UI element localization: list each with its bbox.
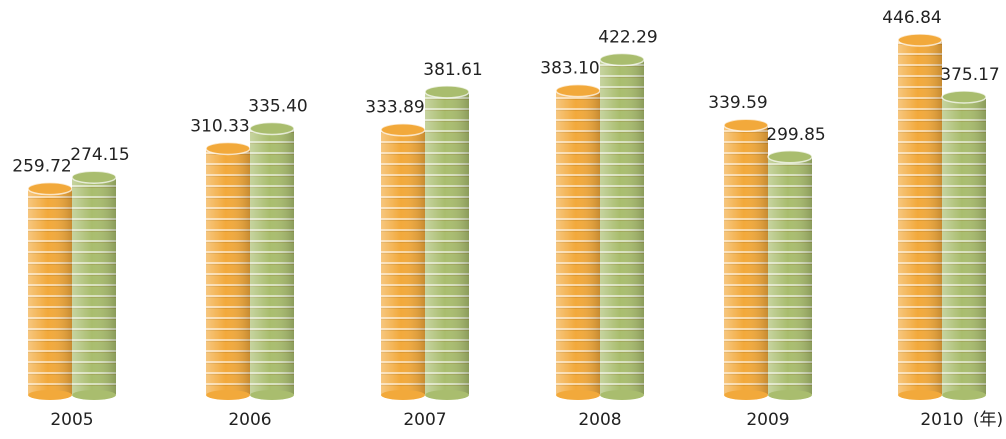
coin-shade <box>381 129 425 395</box>
coin-bottom <box>381 390 425 400</box>
coin-top <box>380 122 426 137</box>
coin-bottom <box>898 390 942 400</box>
coin-top <box>723 118 769 132</box>
coin-shade <box>898 40 942 395</box>
coin-bottom <box>600 390 644 400</box>
value-label: 274.15 <box>70 145 129 165</box>
coin-top <box>941 90 987 104</box>
coin-bottom <box>250 390 294 400</box>
coin-top <box>767 150 813 164</box>
x-tick-label: 2005 <box>50 410 93 430</box>
coin-top <box>249 121 295 136</box>
value-label: 422.29 <box>598 28 657 48</box>
x-tick-label: 2009 <box>746 410 789 430</box>
coin-shade <box>250 128 294 395</box>
value-label: 339.59 <box>708 93 767 113</box>
coin-bottom <box>942 390 986 400</box>
x-tick-label: 2010 <box>920 410 963 430</box>
x-axis-unit: (年) <box>973 410 1003 430</box>
coin-shade <box>942 96 986 395</box>
value-label: 333.89 <box>365 98 424 118</box>
value-label: 335.40 <box>248 97 307 117</box>
value-label: 310.33 <box>190 116 249 136</box>
coin-shade <box>72 177 116 395</box>
coin-shade <box>28 188 72 395</box>
coin-shade <box>724 125 768 396</box>
coin-shade <box>600 59 644 396</box>
coin-top <box>205 141 251 156</box>
value-label: 299.85 <box>766 125 825 145</box>
coin-bottom <box>28 390 72 400</box>
coin-shade <box>768 156 812 395</box>
value-label: 375.17 <box>940 65 999 85</box>
coin-bottom <box>556 390 600 400</box>
coin-shade <box>206 148 250 395</box>
coin-bottom <box>768 390 812 400</box>
value-label: 381.61 <box>423 60 482 80</box>
coin-top <box>897 33 943 47</box>
coin-top <box>27 181 73 196</box>
coin-top <box>555 83 601 98</box>
coin-top <box>424 85 470 99</box>
coin-bottom <box>72 390 116 400</box>
value-label: 383.10 <box>540 59 599 79</box>
coin-bottom <box>724 390 768 400</box>
coin-top <box>599 52 645 67</box>
coin-shade <box>425 91 469 396</box>
coin-shade <box>556 90 600 396</box>
value-label: 259.72 <box>12 157 71 177</box>
x-tick-label: 2008 <box>578 410 621 430</box>
coin-bottom <box>206 390 250 400</box>
value-label: 446.84 <box>882 8 941 28</box>
coin-top <box>71 170 117 184</box>
x-tick-label: 2007 <box>403 410 446 430</box>
coin-bottom <box>425 390 469 400</box>
x-tick-label: 2006 <box>228 410 271 430</box>
